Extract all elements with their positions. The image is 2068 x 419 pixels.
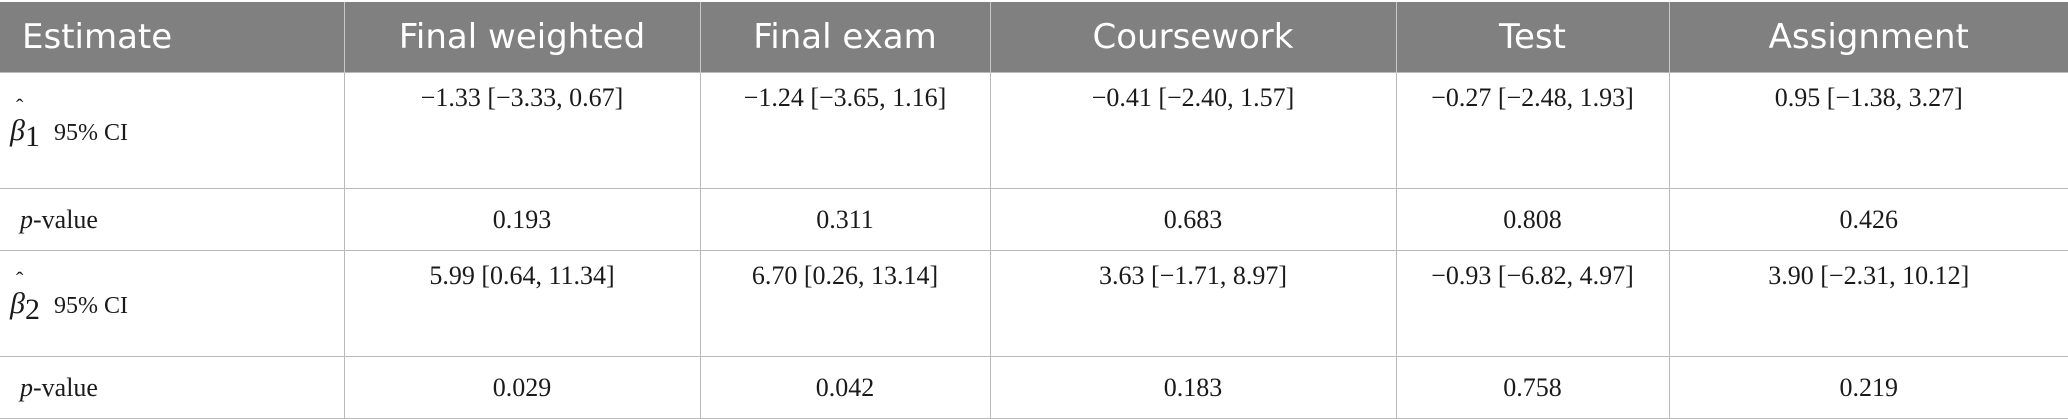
pvalue-p: p bbox=[20, 372, 33, 402]
beta-symbol: β bbox=[10, 286, 25, 320]
cell-test: −0.27 [−2.48, 1.93] bbox=[1395, 72, 1670, 189]
cell-coursework: −0.41 [−2.40, 1.57] bbox=[989, 72, 1397, 189]
cell-final-weighted: 0.029 bbox=[343, 356, 701, 419]
beta-subscript: 1 bbox=[24, 119, 40, 153]
header-final-weighted: Final weighted bbox=[343, 2, 701, 73]
cell-final-exam: 0.311 bbox=[699, 188, 991, 251]
beta-hat-1-symbol: ˆ β1 bbox=[10, 93, 40, 153]
row-label-beta2: ˆ β2 95% CI bbox=[0, 250, 345, 357]
header-final-exam: Final exam bbox=[699, 2, 991, 73]
ci-label: 95% CI bbox=[53, 119, 128, 146]
cell-test: −0.93 [−6.82, 4.97] bbox=[1395, 250, 1670, 357]
ci-label: 95% CI bbox=[53, 292, 128, 319]
cell-coursework: 3.63 [−1.71, 8.97] bbox=[989, 250, 1397, 357]
cell-assignment: 0.219 bbox=[1668, 356, 2068, 419]
row-label-pvalue: p-value bbox=[0, 188, 345, 251]
header-row: Estimate Final weighted Final exam Cours… bbox=[0, 2, 2068, 73]
header-coursework: Coursework bbox=[989, 2, 1397, 73]
table-row-beta1-ci: ˆ β1 95% CI −1.33 [−3.33, 0.67] −1.24 [−3.… bbox=[0, 72, 2068, 189]
beta-hat-2-symbol: ˆ β2 bbox=[10, 266, 40, 326]
cell-final-weighted: 0.193 bbox=[343, 188, 701, 251]
cell-final-exam: −1.24 [−3.65, 1.16] bbox=[699, 72, 991, 189]
pvalue-p: p bbox=[20, 204, 33, 234]
cell-test: 0.808 bbox=[1395, 188, 1670, 251]
cell-coursework: 0.183 bbox=[989, 356, 1397, 419]
beta-subscript: 2 bbox=[24, 292, 40, 326]
table-row-beta1-pvalue: p-value 0.193 0.311 0.683 0.808 0.426 bbox=[0, 188, 2068, 251]
cell-coursework: 0.683 bbox=[989, 188, 1397, 251]
cell-assignment: 0.426 bbox=[1668, 188, 2068, 251]
table-row-beta2-ci: ˆ β2 95% CI 5.99 [0.64, 11.34] 6.70 [0.26,… bbox=[0, 250, 2068, 357]
cell-final-exam: 6.70 [0.26, 13.14] bbox=[699, 250, 991, 357]
cell-test: 0.758 bbox=[1395, 356, 1670, 419]
beta-symbol: β bbox=[10, 113, 25, 147]
table-body: ˆ β1 95% CI −1.33 [−3.33, 0.67] −1.24 [−3.… bbox=[0, 72, 2068, 419]
table-header: Estimate Final weighted Final exam Cours… bbox=[0, 2, 2068, 73]
cell-final-weighted: −1.33 [−3.33, 0.67] bbox=[343, 72, 701, 189]
pvalue-suffix: -value bbox=[33, 372, 98, 402]
row-label-pvalue: p-value bbox=[0, 356, 345, 419]
table-row-beta2-pvalue: p-value 0.029 0.042 0.183 0.758 0.219 bbox=[0, 356, 2068, 419]
cell-final-exam: 0.042 bbox=[699, 356, 991, 419]
pvalue-suffix: -value bbox=[33, 204, 98, 234]
cell-assignment: 3.90 [−2.31, 10.12] bbox=[1668, 250, 2068, 357]
cell-final-weighted: 5.99 [0.64, 11.34] bbox=[343, 250, 701, 357]
cell-assignment: 0.95 [−1.38, 3.27] bbox=[1668, 72, 2068, 189]
row-label-beta1: ˆ β1 95% CI bbox=[0, 72, 345, 189]
header-estimate: Estimate bbox=[0, 2, 345, 73]
header-assignment: Assignment bbox=[1668, 2, 2068, 73]
header-test: Test bbox=[1395, 2, 1670, 73]
